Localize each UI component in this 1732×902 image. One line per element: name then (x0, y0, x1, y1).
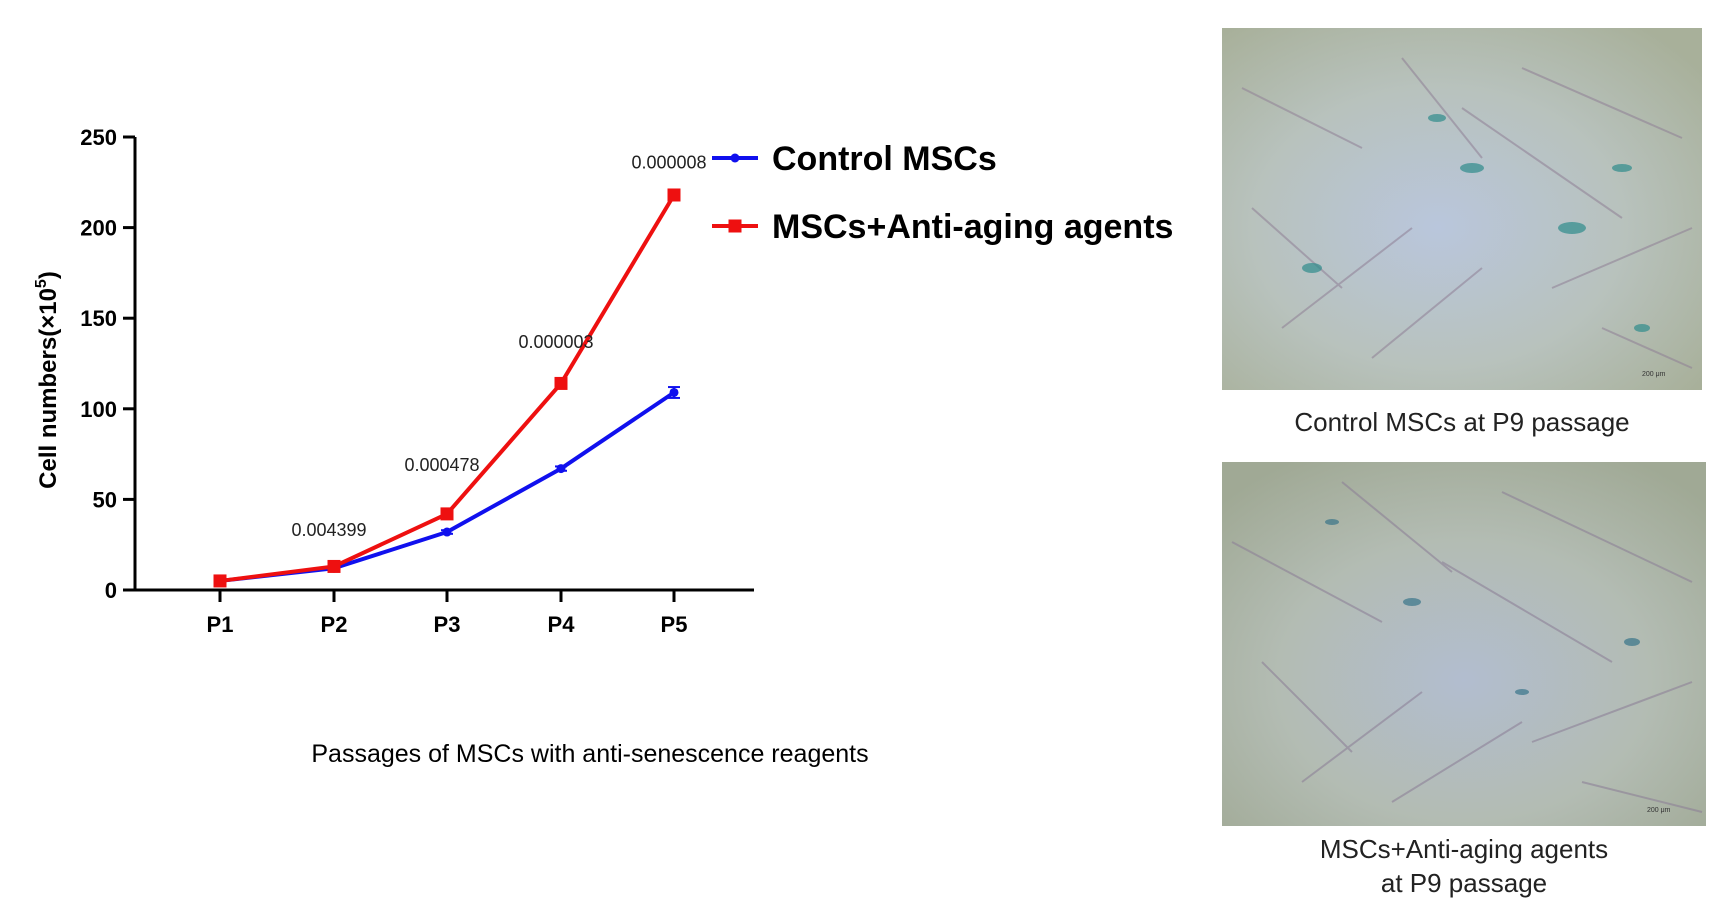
series-line (219, 193, 676, 583)
series-1 (213, 188, 681, 588)
scale-bar-text: 200 μm (1647, 807, 1671, 814)
y-tick-label: 0 (105, 578, 117, 603)
chart-annotations: 0.004399 0.000478 0.000003 0.000008 (291, 152, 706, 540)
data-point (327, 559, 341, 573)
legend-marker (728, 219, 742, 233)
chart-legend: Control MSCs MSCs+Anti-aging agents (712, 140, 1173, 246)
y-tick-label: 200 (80, 216, 117, 241)
data-point (556, 464, 566, 474)
x-tick-label: P2 (321, 612, 348, 637)
legend-label: Control MSCs (772, 140, 997, 178)
series-line (219, 390, 676, 583)
data-point (440, 507, 454, 521)
data-point (213, 574, 227, 588)
data-point (667, 188, 681, 202)
scale-bar-text: 200 μm (1642, 371, 1666, 378)
legend-marker (730, 153, 740, 163)
x-tick-label: P5 (661, 612, 688, 637)
control-msc-caption: Control MSCs at P9 passage (1294, 407, 1630, 437)
legend-item: Control MSCs (712, 140, 997, 178)
chart-axes: 0 50 100 150 200 250 P1 P2 P3 P4 P5 (80, 125, 754, 637)
treated-msc-micrograph: 200 μm (1222, 462, 1706, 826)
legend-label: MSCs+Anti-aging agents (772, 208, 1173, 246)
p-value-annotation: 0.000003 (518, 332, 593, 352)
y-tick-label: 50 (93, 487, 117, 512)
p-value-annotation: 0.004399 (291, 520, 366, 540)
x-tick-label: P1 (207, 612, 234, 637)
p-value-annotation: 0.000008 (631, 152, 706, 172)
y-axis-label: Cell numbers(×105) (33, 271, 62, 489)
data-point (554, 376, 568, 390)
data-point (442, 527, 452, 537)
control-msc-micrograph: 200 μm (1222, 28, 1702, 390)
p-value-annotation: 0.000478 (404, 455, 479, 475)
y-tick-label: 150 (80, 306, 117, 331)
chart-series (213, 188, 681, 588)
data-point (669, 387, 679, 397)
treated-msc-caption: MSCs+Anti-aging agents at P9 passage (1319, 834, 1609, 898)
y-tick-label: 250 (80, 125, 117, 150)
legend-item: MSCs+Anti-aging agents (712, 208, 1173, 246)
series-0 (214, 386, 680, 586)
y-tick-label: 100 (80, 397, 117, 422)
y-axis-label-superscript: 5 (33, 279, 50, 288)
x-axis-label: Passages of MSCs with anti-senescence re… (311, 740, 869, 768)
x-tick-label: P4 (548, 612, 576, 637)
x-tick-label: P3 (434, 612, 461, 637)
